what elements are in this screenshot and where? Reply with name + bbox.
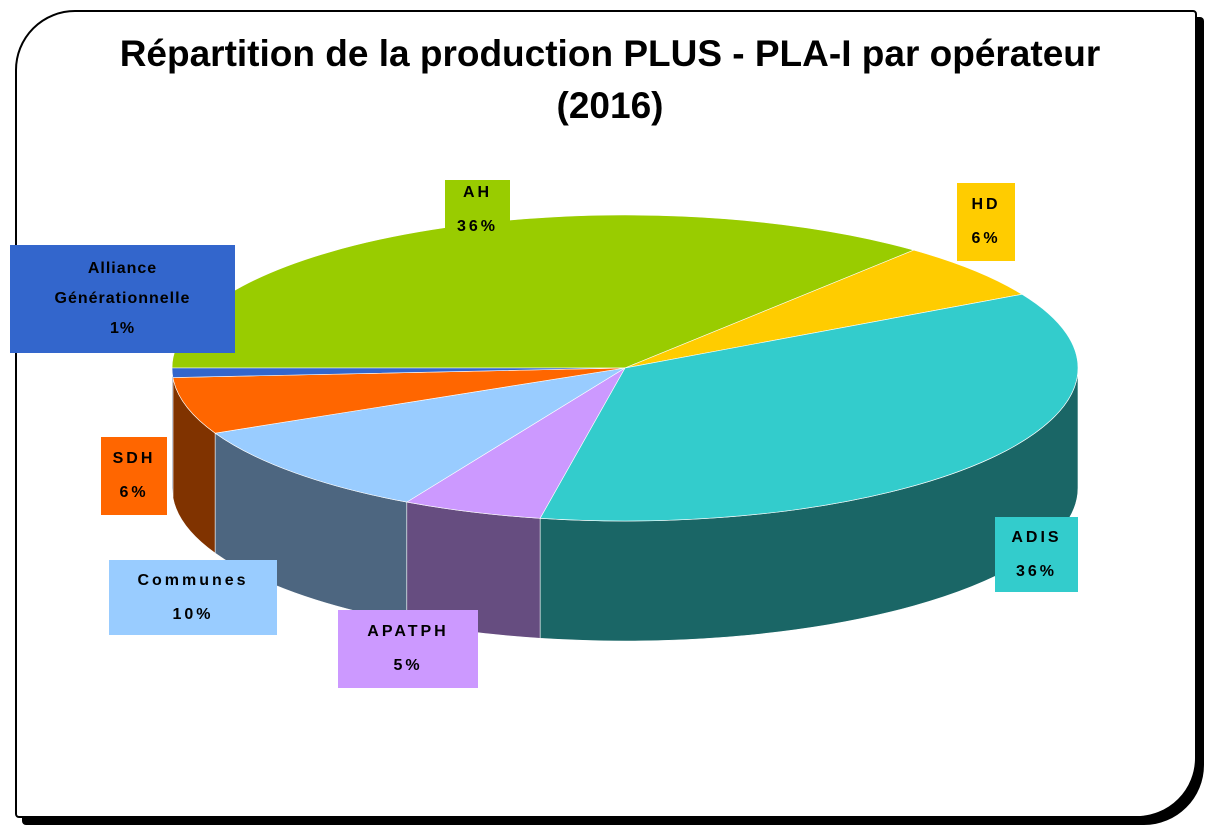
category-label: APATPH — [367, 623, 449, 640]
value-label: 6% — [971, 230, 1001, 247]
data-label: APATPH 5% — [338, 610, 478, 688]
category-label: HD — [971, 196, 1001, 213]
data-label: Communes 10% — [109, 560, 277, 635]
slice — [405, 367, 626, 519]
data-label: Alliance Générationnelle 1% — [10, 245, 235, 353]
category-label: Alliance Générationnelle — [54, 260, 191, 307]
data-label: AH 36% — [445, 180, 510, 240]
value-label: 10% — [172, 605, 214, 623]
value-label: 36% — [456, 218, 499, 235]
category-label: ADIS — [1011, 528, 1062, 546]
value-label: 1% — [109, 320, 136, 337]
data-label: ADIS 36% — [995, 517, 1078, 592]
category-label: SDH — [112, 450, 156, 467]
value-label: 36% — [1015, 562, 1058, 580]
value-label: 6% — [119, 484, 149, 501]
category-label: AH — [462, 184, 493, 201]
slice — [172, 367, 626, 434]
chart-title: Répartition de la production PLUS - PLA-… — [119, 33, 1101, 126]
category-label: Communes — [137, 571, 249, 589]
slice — [624, 249, 1023, 369]
slice — [539, 293, 1079, 522]
slice — [171, 367, 626, 378]
slice — [214, 367, 626, 503]
data-label: HD 6% — [957, 183, 1015, 261]
data-label: SDH 6% — [101, 437, 167, 515]
slice-side — [171, 367, 174, 498]
value-label: 5% — [393, 657, 423, 674]
